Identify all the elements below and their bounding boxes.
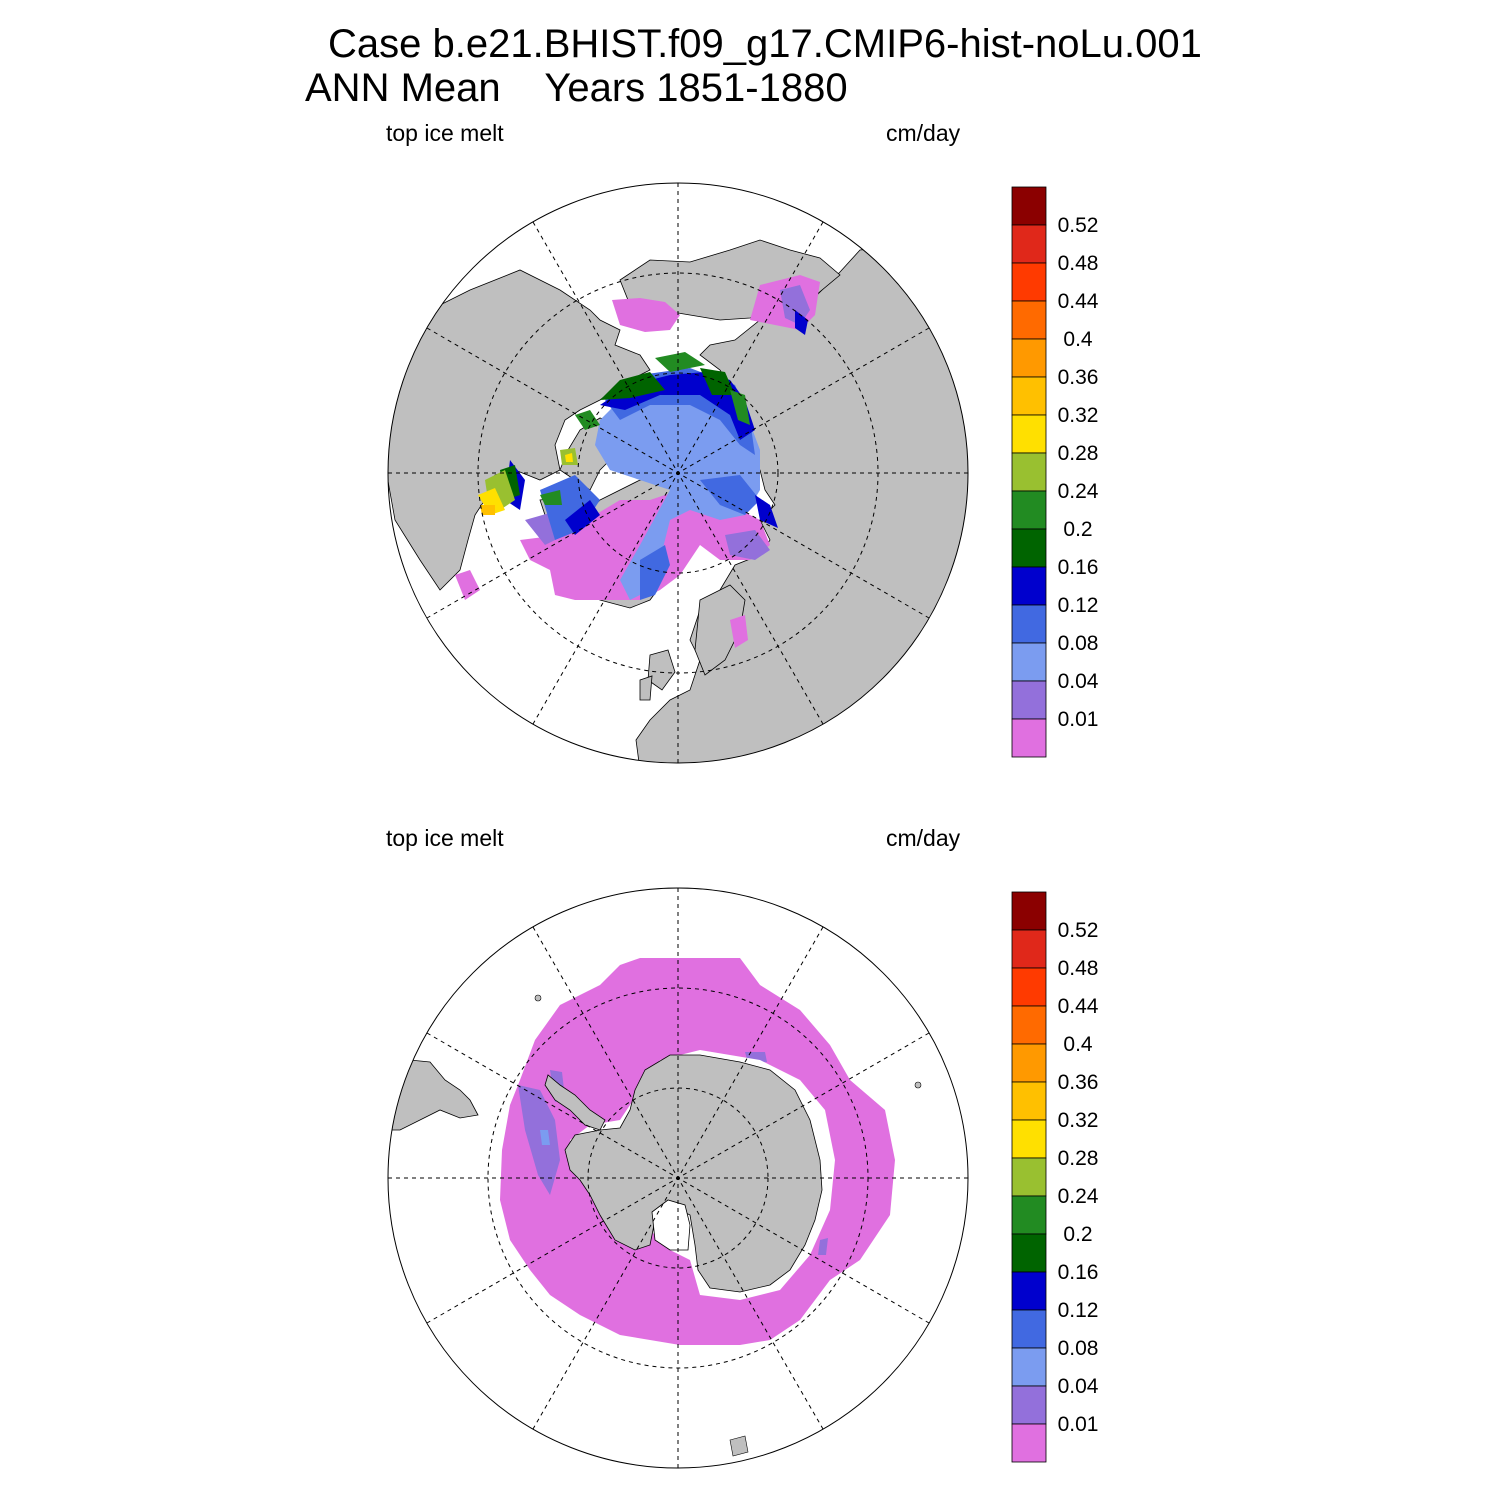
north-colorbar-box [1011,680,1047,720]
north-map-border [387,182,969,764]
south-colorbar-box [1011,1309,1047,1349]
north-polar-map [387,182,969,764]
south-colorbar-box [1011,891,1047,931]
south-colorbar-label: 0.32 [1058,1109,1099,1132]
south-colorbar-box [1011,1119,1047,1159]
north-colorbar-label: 0.36 [1058,366,1099,389]
south-colorbar-label: 0.48 [1058,957,1099,980]
north-colorbar-box [1011,490,1047,530]
figure-title: Case b.e21.BHIST.f09_g17.CMIP6-hist-noLu… [328,22,1202,66]
north-colorbar-box [1011,566,1047,606]
scandinavia-landmass [694,584,746,676]
antarctica-landmass [564,1054,823,1293]
north-colorbar-box [1011,262,1047,302]
south-colorbar-box [1011,1271,1047,1311]
north-colorbar-label: 0.16 [1058,556,1099,579]
south-units-label: cm/day [886,825,961,851]
south-colorbar-label: 0.01 [1058,1413,1099,1436]
north-colorbar-box [1011,414,1047,454]
south-colorbar: 0.52 0.48 0.44 0.4 0.36 0.32 0.28 0.24 0.2 0.16 0.… [1011,891,1099,1463]
north-colorbar-label: 0.4 [1063,328,1093,351]
south-colorbar-label: 0.2 [1063,1223,1092,1246]
south-colorbar-box [1011,967,1047,1007]
north-units-label: cm/day [886,120,961,146]
north-colorbar-label: 0.44 [1058,290,1099,313]
south-polar-map [387,887,969,1469]
south-colorbar-label: 0.52 [1058,919,1099,942]
north-colorbar-label: 0.2 [1063,518,1092,541]
north-variable-label: top ice melt [386,120,504,146]
north-colorbar-label: 0.24 [1058,480,1099,503]
south-colorbar-box [1011,1423,1047,1463]
north-colorbar-label: 0.28 [1058,442,1099,465]
south-colorbar-label: 0.12 [1058,1299,1099,1322]
figure-subtitle: ANN Mean Years 1851-1880 [305,66,848,110]
north-colorbar-label: 0.52 [1058,214,1099,237]
north-colorbar-box [1011,376,1047,416]
north-colorbar-box [1011,338,1047,378]
north-graticule [388,183,968,763]
north-colorbar-label: 0.32 [1058,404,1099,427]
north-america-landmass [388,269,651,591]
north-colorbar-box [1011,452,1047,492]
south-colorbar-label: 0.04 [1058,1375,1099,1398]
south-colorbar-box [1011,1005,1047,1045]
north-colorbar-box [1011,604,1047,644]
north-colorbar-box [1011,528,1047,568]
south-colorbar-label: 0.36 [1058,1071,1099,1094]
north-colorbar-label: 0.01 [1058,708,1099,731]
south-colorbar-label: 0.28 [1058,1147,1099,1170]
south-colorbar-box [1011,1195,1047,1235]
south-graticule [388,888,968,1468]
south-colorbar-label: 0.4 [1063,1033,1093,1056]
south-colorbar-box [1011,1081,1047,1121]
south-colorbar-label: 0.16 [1058,1261,1099,1284]
north-colorbar-label: 0.08 [1058,632,1099,655]
north-colorbar-label: 0.12 [1058,594,1099,617]
north-colorbar-label: 0.04 [1058,670,1099,693]
north-colorbar-box [1011,186,1047,226]
north-colorbar-box [1011,224,1047,264]
south-map-border [387,887,969,1469]
south-colorbar-box [1011,1233,1047,1273]
south-variable-label: top ice melt [386,825,504,851]
south-colorbar-label: 0.24 [1058,1185,1099,1208]
north-colorbar-box [1011,718,1047,758]
south-colorbar-box [1011,1347,1047,1387]
south-colorbar-label: 0.44 [1058,995,1099,1018]
south-colorbar-box [1011,929,1047,969]
south-colorbar-box [1011,1385,1047,1425]
north-colorbar-label: 0.48 [1058,252,1099,275]
north-colorbar-box [1011,642,1047,682]
south-colorbar-box [1011,1157,1047,1197]
north-colorbar-box [1011,300,1047,340]
north-colorbar: 0.52 0.48 0.44 0.4 0.36 0.32 0.28 0.24 0.2 0.16 0.… [1011,186,1099,758]
south-colorbar-box [1011,1043,1047,1083]
south-colorbar-label: 0.08 [1058,1337,1099,1360]
